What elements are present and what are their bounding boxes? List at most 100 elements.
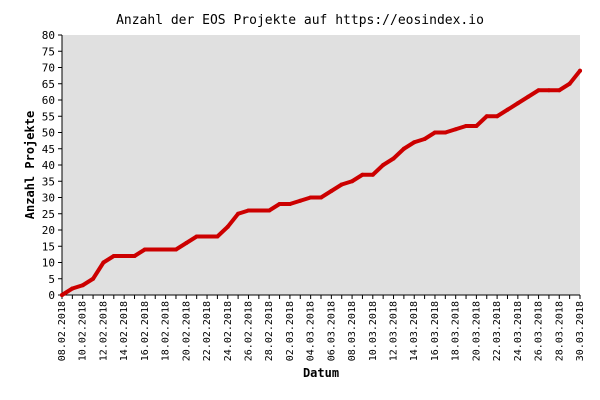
data-point (122, 254, 127, 258)
data-point (360, 172, 365, 177)
x-tick-label: 18.03.2018 (451, 301, 462, 361)
y-tick-label: 5 (48, 273, 55, 286)
data-point (308, 195, 313, 200)
data-point (495, 114, 500, 119)
data-point (422, 137, 427, 141)
data-point (246, 208, 251, 213)
data-point (557, 88, 562, 93)
x-tick-label: 20.03.2018 (471, 301, 482, 361)
x-tick-label: 28.02.2018 (264, 301, 275, 361)
y-tick-label: 75 (42, 45, 55, 58)
data-point (194, 234, 199, 239)
y-tick-label: 45 (42, 143, 55, 156)
y-tick-label: 40 (42, 159, 55, 172)
x-tick-label: 24.03.2018 (513, 301, 524, 361)
y-tick-label: 35 (42, 175, 55, 188)
y-tick-label: 0 (48, 289, 55, 302)
x-tick-label: 16.02.2018 (140, 301, 151, 361)
chart-title: Anzahl der EOS Projekte auf https://eosi… (116, 13, 484, 28)
data-point (432, 130, 437, 135)
data-point (391, 156, 396, 161)
x-tick-label: 26.02.2018 (243, 301, 254, 361)
data-point (350, 179, 355, 184)
x-axis: 08.02.2018 10.02.2018 12.02.2018 14.02.2018… (57, 294, 586, 361)
data-point (453, 127, 458, 132)
data-point (132, 254, 137, 258)
data-point (484, 114, 489, 119)
data-point (91, 276, 96, 281)
y-tick-label: 80 (42, 29, 55, 42)
data-point (153, 247, 158, 252)
x-tick-label: 08.03.2018 (347, 301, 358, 361)
data-point (526, 94, 531, 99)
y-tick-label: 55 (42, 110, 55, 123)
data-point (111, 254, 116, 258)
data-point (163, 247, 168, 252)
data-point (70, 286, 75, 291)
x-tick-label: 14.03.2018 (409, 301, 420, 361)
x-axis-label: Datum (303, 366, 339, 380)
data-point (205, 234, 210, 239)
x-tick-label: 18.02.2018 (161, 301, 172, 361)
plot-area (62, 35, 580, 295)
data-point (412, 140, 417, 145)
data-point (443, 130, 448, 135)
data-point (381, 163, 386, 167)
data-point (225, 224, 230, 229)
x-tick-label: 10.02.2018 (78, 301, 89, 361)
data-point (546, 88, 551, 93)
y-tick-label: 65 (42, 78, 55, 91)
y-tick-label: 15 (42, 240, 55, 253)
data-point (60, 293, 64, 297)
data-point (267, 208, 272, 213)
y-tick-label: 60 (42, 94, 55, 107)
data-point (329, 189, 334, 193)
y-tick-label: 10 (42, 257, 55, 270)
data-point (215, 234, 220, 239)
x-tick-label: 06.03.2018 (326, 301, 337, 361)
x-tick-label: 24.02.2018 (223, 301, 234, 361)
data-point (184, 241, 189, 245)
x-tick-label: 26.03.2018 (534, 301, 545, 361)
x-tick-label: 02.03.2018 (285, 301, 296, 361)
data-point (370, 172, 375, 177)
y-tick-label: 20 (42, 224, 55, 237)
x-tick-label: 30.03.2018 (575, 301, 586, 361)
data-points (60, 68, 582, 297)
data-point (401, 146, 406, 151)
x-tick-label: 04.03.2018 (306, 301, 317, 361)
y-tick-label: 70 (42, 62, 55, 75)
data-point (464, 124, 469, 128)
data-point (173, 247, 178, 252)
data-point (298, 198, 303, 203)
x-tick-label: 22.02.2018 (202, 301, 213, 361)
data-point (287, 202, 292, 206)
x-tick-label: 12.03.2018 (389, 301, 400, 361)
data-point (236, 211, 241, 216)
data-point (256, 208, 261, 213)
data-point (505, 107, 510, 112)
data-point (101, 260, 106, 265)
data-point (339, 182, 344, 187)
data-point (536, 88, 541, 93)
x-tick-label: 14.02.2018 (119, 301, 130, 361)
y-tick-label: 25 (42, 208, 55, 221)
data-point (142, 247, 147, 252)
data-point (567, 81, 572, 86)
x-tick-label: 20.02.2018 (181, 301, 192, 361)
x-tick-label: 10.03.2018 (368, 301, 379, 361)
y-tick-label: 30 (42, 192, 55, 205)
x-tick-label: 16.03.2018 (430, 301, 441, 361)
data-point (578, 68, 582, 73)
data-point (319, 195, 323, 200)
data-point (277, 202, 282, 206)
data-point (515, 101, 520, 106)
y-axis: 0 5 10 15 20 25 30 35 40 45 50 55 60 65 70 75 80 (42, 29, 63, 302)
x-tick-label: 08.02.2018 (57, 301, 68, 361)
x-tick-label: 28.03.2018 (554, 301, 565, 361)
x-tick-label: 12.02.2018 (98, 301, 109, 361)
y-tick-label: 50 (42, 127, 55, 140)
data-point (80, 283, 85, 288)
